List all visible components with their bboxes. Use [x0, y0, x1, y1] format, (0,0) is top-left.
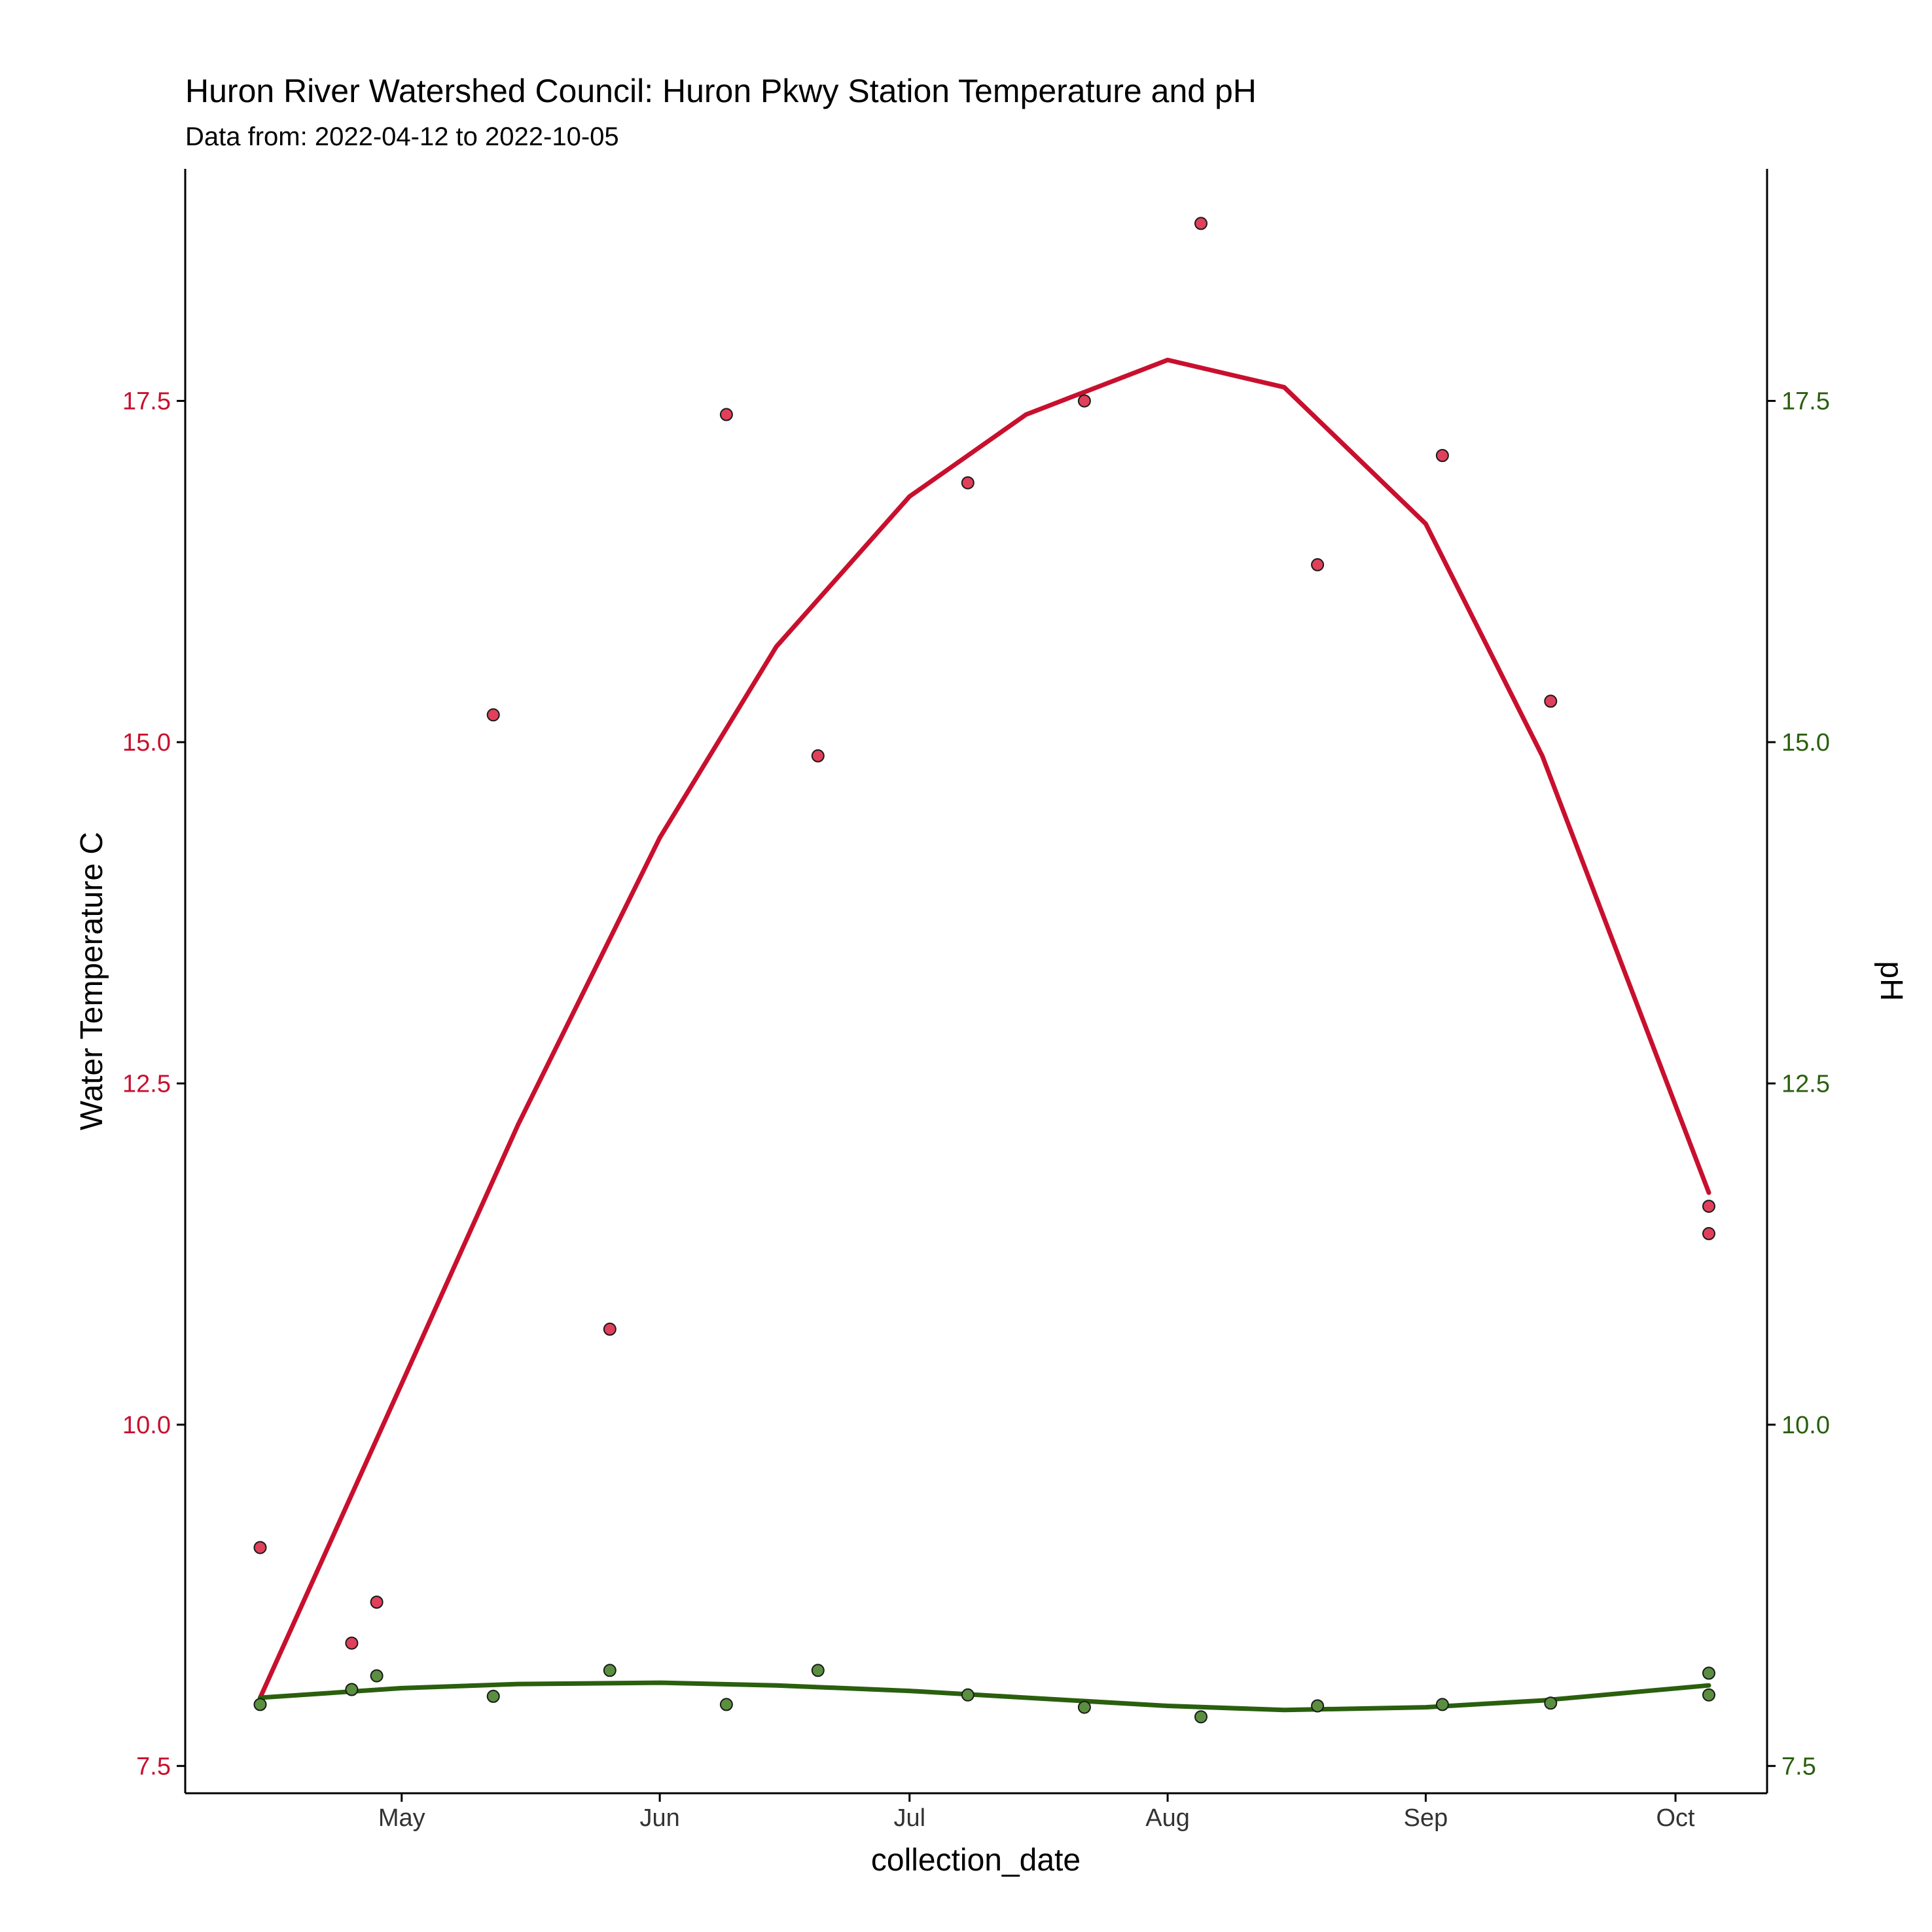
y-axis-title-left: Water Temperature C: [75, 832, 109, 1130]
trend-line-ph: [258, 1680, 1711, 1713]
y-tick-label-right: 17.5: [1781, 388, 1830, 416]
data-point-temperature: [1194, 217, 1208, 230]
data-point-ph: [486, 1689, 500, 1703]
y-tick-label-right: 15.0: [1781, 729, 1830, 757]
data-point-temperature: [603, 1322, 617, 1336]
chart-title: Huron River Watershed Council: Huron Pkw…: [185, 73, 1257, 109]
trend-line-temperature: [258, 357, 1711, 1700]
data-point-ph: [719, 1698, 733, 1711]
data-point-temperature: [1702, 1226, 1715, 1240]
data-point-temperature: [486, 708, 500, 722]
y-tick-label-left: 17.5: [122, 388, 171, 416]
data-point-ph: [370, 1669, 384, 1683]
data-point-ph: [603, 1664, 617, 1677]
y-tick-label-right: 7.5: [1781, 1753, 1816, 1780]
x-tick-label: Aug: [1145, 1804, 1190, 1832]
x-tick-label: Oct: [1656, 1804, 1696, 1832]
x-tick-label: May: [378, 1804, 425, 1832]
data-point-ph: [961, 1688, 975, 1702]
data-point-temperature: [1311, 558, 1325, 571]
data-point-ph: [1194, 1710, 1208, 1724]
data-point-temperature: [370, 1596, 384, 1609]
x-tick-label: Sep: [1404, 1804, 1448, 1832]
y-tick-label-left: 10.0: [122, 1412, 171, 1439]
data-point-temperature: [1544, 694, 1558, 708]
data-point-temperature: [345, 1636, 359, 1650]
data-point-temperature: [811, 749, 825, 762]
x-axis-title: collection_date: [871, 1843, 1081, 1878]
data-point-ph: [1702, 1666, 1715, 1680]
y-tick-label-left: 7.5: [136, 1753, 171, 1780]
data-point-ph: [1077, 1700, 1091, 1714]
x-tick-label: Jun: [639, 1804, 679, 1832]
data-point-ph: [1544, 1696, 1558, 1710]
data-point-ph: [1435, 1698, 1449, 1711]
y-tick-label-left: 15.0: [122, 729, 171, 757]
data-point-temperature: [719, 408, 733, 421]
data-point-temperature: [1077, 394, 1091, 408]
y-tick-label-right: 10.0: [1781, 1412, 1830, 1439]
data-point-ph: [345, 1683, 359, 1696]
chart-subtitle: Data from: 2022-04-12 to 2022-10-05: [185, 122, 619, 151]
data-point-temperature: [961, 476, 975, 490]
x-tick-label: Jul: [893, 1804, 925, 1832]
axis-ticks: May Jun Jul Aug Sep Oct 7.5 10.0 12.5 15.0 17.5 7.5…: [122, 388, 1830, 1832]
plot-area: [253, 217, 1715, 1724]
data-point-temperature: [1702, 1200, 1715, 1213]
data-point-temperature: [253, 1541, 267, 1554]
data-point-ph: [1311, 1699, 1325, 1713]
data-point-ph: [811, 1664, 825, 1677]
y-tick-label-left: 12.5: [122, 1070, 171, 1098]
data-point-ph: [1702, 1688, 1715, 1702]
y-axis-title-right: pH: [1874, 961, 1908, 1001]
y-tick-label-right: 12.5: [1781, 1070, 1830, 1098]
data-point-temperature: [1435, 449, 1449, 462]
data-point-ph: [253, 1698, 267, 1711]
